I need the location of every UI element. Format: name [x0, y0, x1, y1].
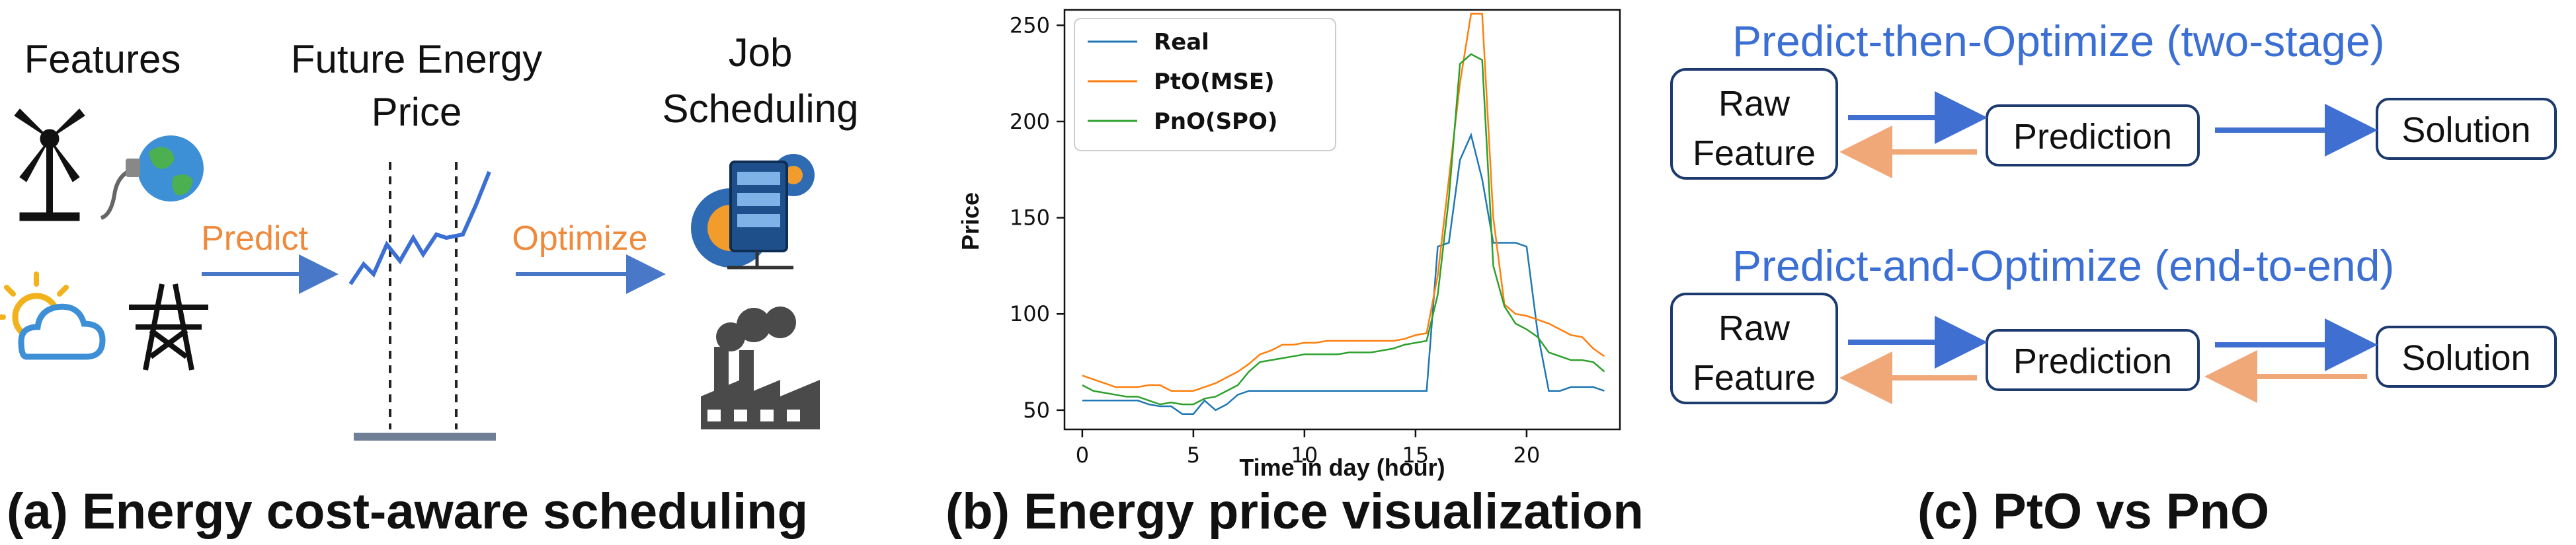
legend-label: Real: [1154, 29, 1209, 55]
legend-box: [1074, 18, 1336, 151]
y-axis-label: Price: [957, 192, 984, 250]
x-tick-label: 15: [1402, 443, 1429, 468]
panel-c-caption: (c) PtO vs PnO: [1917, 484, 2269, 540]
pto-title: Predict-then-Optimize (two-stage): [1732, 17, 2385, 65]
series-line-real: [1082, 132, 1605, 415]
job-scheduling-label-line2: Scheduling: [663, 87, 859, 131]
future-energy-label-line1: Future Energy: [291, 37, 542, 81]
pno-raw-line1: Raw: [1718, 309, 1791, 348]
y-tick-label: 150: [1010, 205, 1050, 231]
pto-prediction-label: Prediction: [2013, 117, 2172, 157]
series-line-pto-mse-: [1082, 13, 1605, 392]
features-label: Features: [24, 37, 181, 81]
wind-turbine-icon: [14, 108, 85, 221]
y-tick-label: 200: [1010, 109, 1050, 134]
pto-solution-label: Solution: [2401, 110, 2530, 150]
pto-raw-line2: Feature: [1693, 133, 1816, 173]
pno-solution-label: Solution: [2401, 338, 2530, 378]
predict-label: Predict: [201, 219, 308, 258]
x-tick-label: 20: [1513, 443, 1541, 468]
panel-a: Features Future Energy Price Job Schedul…: [0, 30, 859, 540]
globe-plug-icon: [100, 135, 204, 220]
energy-price-chart: 0 5 10 15 20 50 100 150 200 250 Real PtO(MSE) PnO(S…: [946, 9, 1644, 540]
power-tower-icon: [129, 283, 208, 371]
y-tick-label: 250: [1010, 13, 1050, 38]
optimize-label: Optimize: [512, 219, 647, 258]
pno-raw-feature-box: [1670, 293, 1838, 404]
y-tick-label: 50: [1023, 398, 1050, 423]
y-tick-label: 100: [1010, 301, 1050, 326]
series-line-pno-spo-: [1082, 53, 1605, 406]
x-axis-label: Time in day (hour): [1239, 454, 1445, 481]
pno-prediction-label: Prediction: [2013, 342, 2172, 381]
x-tick-label: 10: [1291, 443, 1318, 468]
pno-raw-line2: Feature: [1693, 358, 1816, 398]
legend-label: PtO(MSE): [1154, 69, 1275, 95]
job-scheduling-label-line1: Job: [729, 30, 793, 75]
pto-raw-line1: Raw: [1718, 84, 1791, 124]
future-price-sketch: [348, 162, 496, 441]
future-energy-label-line2: Price: [372, 90, 462, 134]
server-gear-icon: [691, 154, 815, 270]
panel-c: Predict-then-Optimize (two-stage) Raw Fe…: [1670, 17, 2557, 540]
factory-icon: [701, 307, 820, 429]
sun-cloud-icon: [0, 272, 106, 360]
x-tick-label: 5: [1187, 443, 1200, 468]
legend-label: PnO(SPO): [1154, 108, 1277, 135]
pno-title: Predict-and-Optimize (end-to-end): [1732, 241, 2394, 290]
x-tick-label: 0: [1076, 443, 1089, 468]
panel-b-caption: (b) Energy price visualization: [946, 484, 1644, 540]
pto-raw-feature-box: [1670, 68, 1838, 180]
panel-a-caption: (a) Energy cost-aware scheduling: [7, 484, 808, 540]
